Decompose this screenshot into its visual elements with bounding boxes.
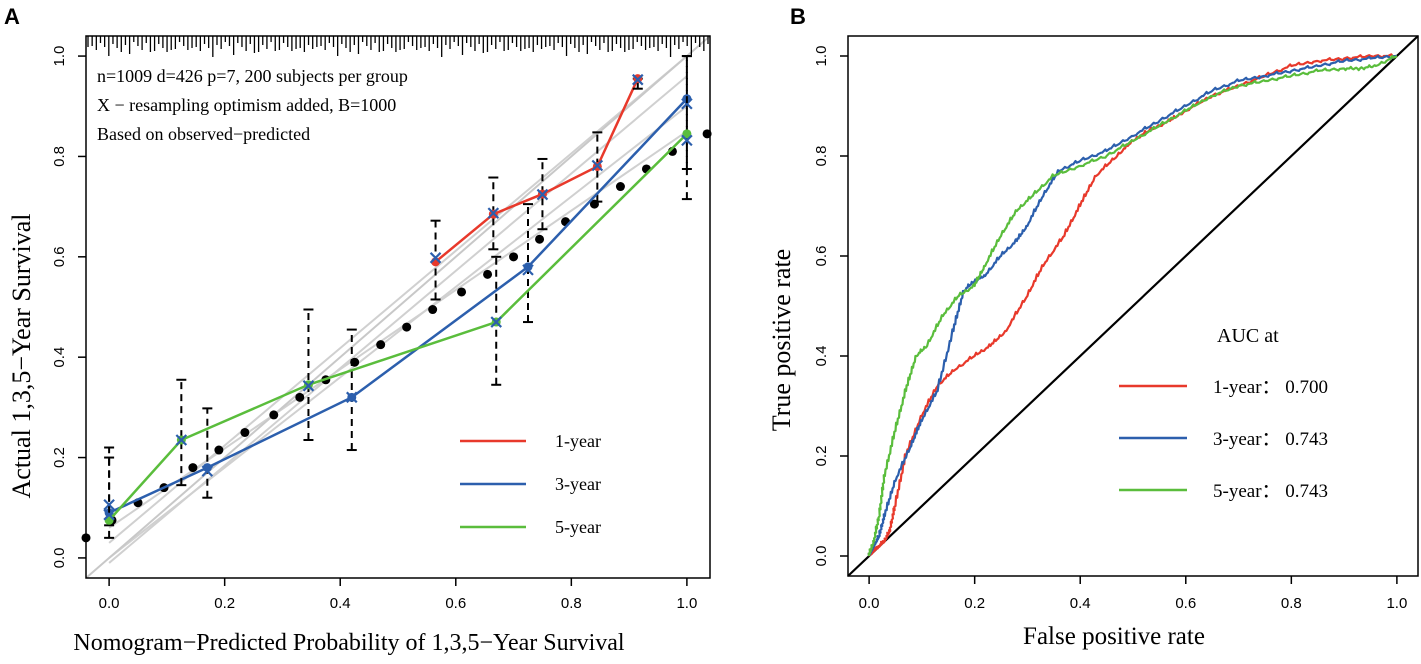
reference-line (108, 130, 688, 529)
corrected-x-marker (346, 391, 358, 404)
legend-label-5-year: 5-year (555, 517, 601, 537)
roc-curve-5-year (867, 54, 1398, 557)
y-tick-label: 0.8 (51, 146, 68, 167)
black-dot (402, 322, 412, 332)
corrected-x-marker (103, 508, 115, 521)
y-tick-label: 0.0 (813, 546, 830, 567)
x-tick-label: 0.8 (561, 595, 582, 612)
corrected-x-marker (175, 434, 188, 446)
corrected-x-marker (591, 159, 604, 172)
roc-curve-3-year (867, 54, 1397, 557)
black-dot (269, 410, 279, 420)
chance-diagonal (847, 35, 1419, 577)
black-dot (240, 427, 250, 437)
x-tick-label: 0.0 (859, 595, 880, 612)
y-tick-label: 0.2 (813, 446, 830, 467)
legend-label-5-year: 5-year： 0.743 (1213, 481, 1328, 502)
legend-a: 1-year 3-year 5-year (460, 431, 601, 537)
black-dot (214, 445, 224, 455)
y-tick-label: 0.0 (51, 547, 68, 568)
x-axis-label-a: Nomogram−Predicted Probability of 1,3,5−… (73, 630, 625, 656)
y-axis-label-b: True positive rate (767, 249, 796, 431)
y-tick-label: 0.8 (813, 146, 830, 167)
black-dot (376, 340, 386, 350)
corrected-x-marker (302, 380, 315, 392)
series-point-5-year (682, 129, 692, 139)
y-tick-label: 0.4 (813, 346, 830, 367)
legend-title-b: AUC at (1217, 325, 1279, 347)
y-tick-label: 0.4 (51, 347, 68, 368)
calibration-series (103, 55, 693, 539)
x-axis-a: 0.0 0.2 0.4 0.6 0.8 1.0 (99, 578, 697, 612)
black-dot (295, 392, 305, 402)
x-tick-label: 1.0 (1386, 595, 1407, 612)
y-tick-label: 0.6 (51, 246, 68, 267)
black-dot (509, 252, 519, 262)
x-axis-label-b: False positive rate (1023, 623, 1205, 650)
x-tick-label: 0.6 (445, 595, 466, 612)
corrected-x-marker (632, 73, 644, 86)
x-tick-label: 0.4 (1070, 595, 1091, 612)
x-tick-label: 0.8 (1281, 595, 1302, 612)
corrected-x-marker (522, 264, 534, 276)
black-dot (615, 182, 625, 192)
legend-b: 1-year： 0.700 3-year： 0.743 5-year： 0.743 (1119, 377, 1328, 502)
corrected-x-marker (536, 188, 549, 201)
annotation-line-2: X − resampling optimism added, B=1000 (97, 95, 396, 115)
plot-frame-a (85, 35, 711, 579)
black-dot (457, 287, 467, 297)
corrected-x-marker (490, 316, 502, 328)
x-tick-label: 0.2 (964, 595, 985, 612)
legend-label-3-year: 3-year (555, 474, 601, 494)
black-dot (483, 269, 493, 279)
corrected-x-marker (681, 134, 693, 147)
y-tick-label: 0.2 (51, 447, 68, 468)
legend-label-1-year: 1-year： 0.700 (1213, 377, 1328, 398)
x-tick-label: 0.4 (330, 595, 351, 612)
x-tick-label: 0.0 (99, 595, 120, 612)
x-tick-label: 0.2 (214, 595, 235, 612)
legend-label-1-year: 1-year (555, 431, 601, 451)
y-axis-label-a: Actual 1,3,5−Year Survival (7, 214, 36, 499)
annotation-line-3: Based on observed−predicted (97, 124, 310, 144)
black-dot (535, 234, 545, 244)
black-dot (428, 305, 438, 315)
y-axis-a: 0.0 0.2 0.4 0.6 0.8 1.0 (51, 46, 86, 568)
calibration-panel: A 0.0 0.2 0.4 0.6 0.8 1.0 0.00.20.40.60.81.0 … (4, 4, 712, 656)
black-dots-series (81, 129, 712, 543)
ideal-diagonal (85, 35, 711, 579)
corrected-x-marker (429, 252, 442, 264)
black-dot (188, 463, 198, 473)
corrected-x-marker (487, 207, 500, 219)
x-axis-b: 0.0 0.2 0.4 0.6 0.8 1.0 (859, 576, 1407, 612)
y-tick-label: 1.0 (813, 46, 830, 67)
corrected-x-marker (681, 97, 693, 110)
rug-ticks (87, 36, 709, 57)
x-tick-label: 0.6 (1175, 595, 1196, 612)
panel-label-b: B (790, 4, 806, 29)
y-tick-label: 0.6 (813, 246, 830, 267)
x-tick-label: 1.0 (676, 595, 697, 612)
ideal-reference-lines (85, 35, 711, 579)
panel-label-a: A (4, 4, 20, 29)
reference-line (108, 105, 688, 559)
annotation-line-1: n=1009 d=426 p=7, 200 subjects per group (97, 66, 408, 86)
roc-curves (847, 35, 1419, 577)
roc-panel: B 0.0 0.2 0.4 0.6 0.8 1.0 0.00.20.40.60.81.0 … (767, 4, 1419, 650)
corrected-x-marker (201, 465, 214, 477)
y-tick-label: 1.0 (51, 46, 68, 67)
corrected-x-marker (103, 498, 115, 511)
plot-frame-b (847, 35, 1419, 577)
legend-label-3-year: 3-year： 0.743 (1213, 429, 1328, 450)
y-axis-b: 0.0 0.2 0.4 0.6 0.8 1.0 (813, 46, 848, 567)
